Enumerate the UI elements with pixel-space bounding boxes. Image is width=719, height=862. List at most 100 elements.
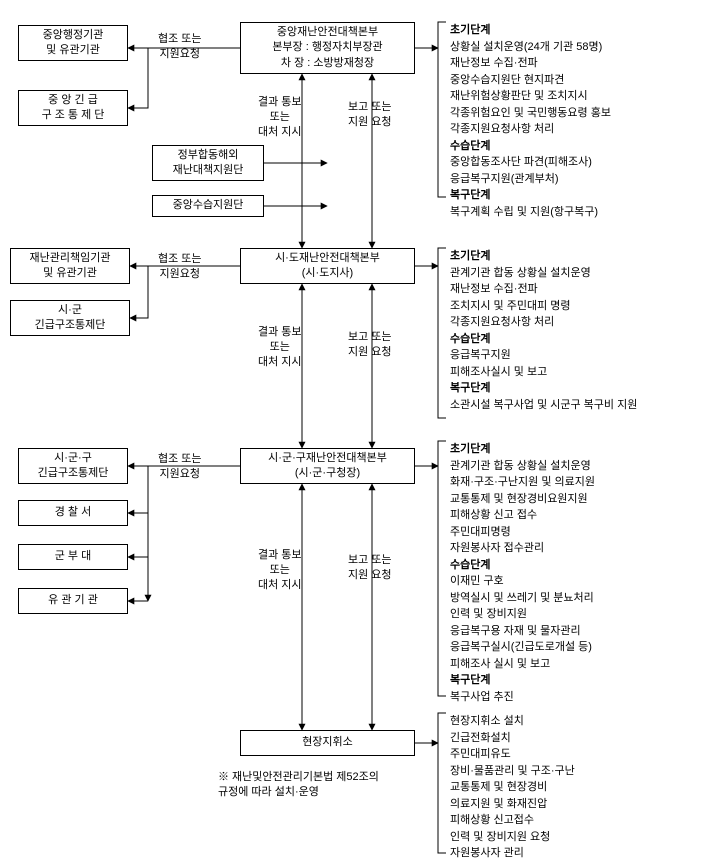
phase-item: 각종위험요인 및 국민행동요령 홍보: [450, 105, 611, 122]
phase-item: 자원봉사자 관리: [450, 845, 575, 862]
label-result3-line: 대처 지시: [258, 578, 302, 593]
box-sigun_rescue-line: 시·군: [58, 303, 82, 318]
phase-title: 복구단계: [450, 672, 595, 689]
box-disaster_mgmt: 재난관리책임기관및 유관기관: [10, 248, 130, 284]
label-report2-line: 보고 또는: [348, 330, 392, 345]
box-police-line: 경 찰 서: [55, 505, 91, 520]
phase-item: 인력 및 장비지원: [450, 606, 595, 623]
label-result2: 결과 통보또는대처 지시: [258, 325, 302, 370]
phase-item: 화재·구조·구난지원 및 의료지원: [450, 474, 595, 491]
box-military: 군 부 대: [18, 544, 128, 570]
phase-item: 응급복구지원: [450, 347, 637, 364]
phase-item: 각종지원요청사항 처리: [450, 121, 611, 138]
label-coop3-line: 지원요청: [158, 467, 202, 482]
phase-item: 재난정보 수집·전파: [450, 55, 611, 72]
box-sido_hq-line: (시·도지사): [302, 266, 353, 281]
phase-title: 수습단계: [450, 331, 637, 348]
box-central_emerg: 중 앙 긴 급구 조 통 제 단: [18, 90, 128, 126]
label-result3: 결과 통보또는대처 지시: [258, 548, 302, 593]
box-disaster_mgmt-line: 재난관리책임기관: [30, 251, 111, 266]
phase-item: 이재민 구호: [450, 573, 595, 590]
phase-p4: 현장지휘소 설치긴급전화설치주민대피유도장비·물품관리 및 구조·구난교통통제 …: [450, 713, 575, 862]
phase-item: 중앙수습지원단 현지파견: [450, 72, 611, 89]
box-sigun_rescue-line: 긴급구조통제단: [35, 318, 106, 333]
phase-item: 인력 및 장비지원 요청: [450, 829, 575, 846]
box-gov_joint-line: 정부합동해외: [178, 148, 239, 163]
phase-p3: 초기단계관계기관 합동 상황실 설치운영화재·구조·구난지원 및 의료지원교통통…: [450, 441, 595, 705]
phase-item: 재난정보 수집·전파: [450, 281, 637, 298]
label-report1-line: 지원 요청: [348, 115, 392, 130]
label-result2-line: 대처 지시: [258, 355, 302, 370]
box-central_emerg-line: 중 앙 긴 급: [48, 93, 98, 108]
box-sgg_hq-line: (시·군·구청장): [295, 466, 360, 481]
label-result3-line: 결과 통보: [258, 548, 302, 563]
phase-item: 장비·물품관리 및 구조·구난: [450, 763, 575, 780]
label-report3-line: 보고 또는: [348, 553, 392, 568]
label-result1-line: 또는: [258, 110, 302, 125]
label-report3: 보고 또는지원 요청: [348, 553, 392, 583]
footnote-line: 규정에 따라 설치·운영: [218, 785, 379, 800]
label-coop2-line: 지원요청: [158, 267, 202, 282]
phase-title: 초기단계: [450, 441, 595, 458]
phase-title: 복구단계: [450, 380, 637, 397]
label-result1-line: 대처 지시: [258, 125, 302, 140]
phase-item: 응급복구지원(관계부처): [450, 171, 611, 188]
box-police: 경 찰 서: [18, 500, 128, 526]
phase-item: 각종지원요청사항 처리: [450, 314, 637, 331]
phase-item: 응급복구용 자재 및 물자관리: [450, 623, 595, 640]
box-central_hq-line: 본부장 : 행정자치부장관: [272, 40, 382, 55]
phase-item: 상황실 설치운영(24개 기관 58명): [450, 39, 611, 56]
box-central_admin-line: 중앙행정기관: [43, 28, 104, 43]
box-sgg_hq: 시·군·구재난안전대책본부(시·군·구청장): [240, 448, 415, 484]
phase-title: 수습단계: [450, 557, 595, 574]
phase-item: 주민대피유도: [450, 746, 575, 763]
label-coop1-line: 협조 또는: [158, 32, 202, 47]
phase-title: 복구단계: [450, 187, 611, 204]
label-result1: 결과 통보또는대처 지시: [258, 95, 302, 140]
box-related-line: 유 관 기 관: [48, 593, 98, 608]
phase-item: 피해조사 실시 및 보고: [450, 656, 595, 673]
phase-item: 주민대피명령: [450, 524, 595, 541]
box-central_support-line: 중앙수습지원단: [173, 198, 244, 213]
label-report1: 보고 또는지원 요청: [348, 100, 392, 130]
box-central_emerg-line: 구 조 통 제 단: [42, 108, 105, 123]
phase-item: 교통통제 및 현장경비: [450, 779, 575, 796]
box-disaster_mgmt-line: 및 유관기관: [43, 266, 97, 281]
box-central_admin: 중앙행정기관및 유관기관: [18, 25, 128, 61]
box-sgg_hq-line: 시·군·구재난안전대책본부: [268, 451, 387, 466]
box-gov_joint-line: 재난대책지원단: [173, 163, 244, 178]
phase-item: 피해상황 신고 접수: [450, 507, 595, 524]
label-coop2: 협조 또는지원요청: [158, 252, 202, 282]
label-coop3-line: 협조 또는: [158, 452, 202, 467]
label-coop1: 협조 또는지원요청: [158, 32, 202, 62]
box-central_support: 중앙수습지원단: [152, 195, 264, 217]
label-coop1-line: 지원요청: [158, 47, 202, 62]
phase-item: 복구사업 추진: [450, 689, 595, 706]
phase-item: 관계기관 합동 상황실 설치운영: [450, 458, 595, 475]
phase-item: 피해조사실시 및 보고: [450, 364, 637, 381]
phase-item: 교통통제 및 현장경비요원지원: [450, 491, 595, 508]
box-field_cmd: 현장지휘소: [240, 730, 415, 756]
box-central_hq: 중앙재난안전대책본부본부장 : 행정자치부장관차 장 : 소방방재청장: [240, 22, 415, 74]
phase-item: 자원봉사자 접수관리: [450, 540, 595, 557]
label-report2: 보고 또는지원 요청: [348, 330, 392, 360]
phase-item: 의료지원 및 화재진압: [450, 796, 575, 813]
phase-item: 복구계획 수립 및 지원(항구복구): [450, 204, 611, 221]
phase-item: 긴급전화설치: [450, 730, 575, 747]
phase-title: 초기단계: [450, 22, 611, 39]
phase-item: 현장지휘소 설치: [450, 713, 575, 730]
phase-item: 피해상황 신고접수: [450, 812, 575, 829]
box-central_hq-line: 차 장 : 소방방재청장: [281, 56, 374, 71]
label-report1-line: 보고 또는: [348, 100, 392, 115]
box-sido_hq: 시·도재난안전대책본부(시·도지사): [240, 248, 415, 284]
box-gov_joint: 정부합동해외재난대책지원단: [152, 145, 264, 181]
box-military-line: 군 부 대: [55, 549, 91, 564]
box-central_hq-line: 중앙재난안전대책본부: [277, 25, 378, 40]
box-related: 유 관 기 관: [18, 588, 128, 614]
phase-item: 중앙합동조사단 파견(피해조사): [450, 154, 611, 171]
box-sgg_rescue-line: 시·군·구: [54, 451, 92, 466]
footnote: ※ 재난및안전관리기본법 제52조의 규정에 따라 설치·운영: [218, 770, 379, 801]
box-field_cmd-line: 현장지휘소: [302, 735, 353, 750]
phase-item: 관계기관 합동 상황실 설치운영: [450, 265, 637, 282]
phase-item: 응급복구실시(긴급도로개설 등): [450, 639, 595, 656]
